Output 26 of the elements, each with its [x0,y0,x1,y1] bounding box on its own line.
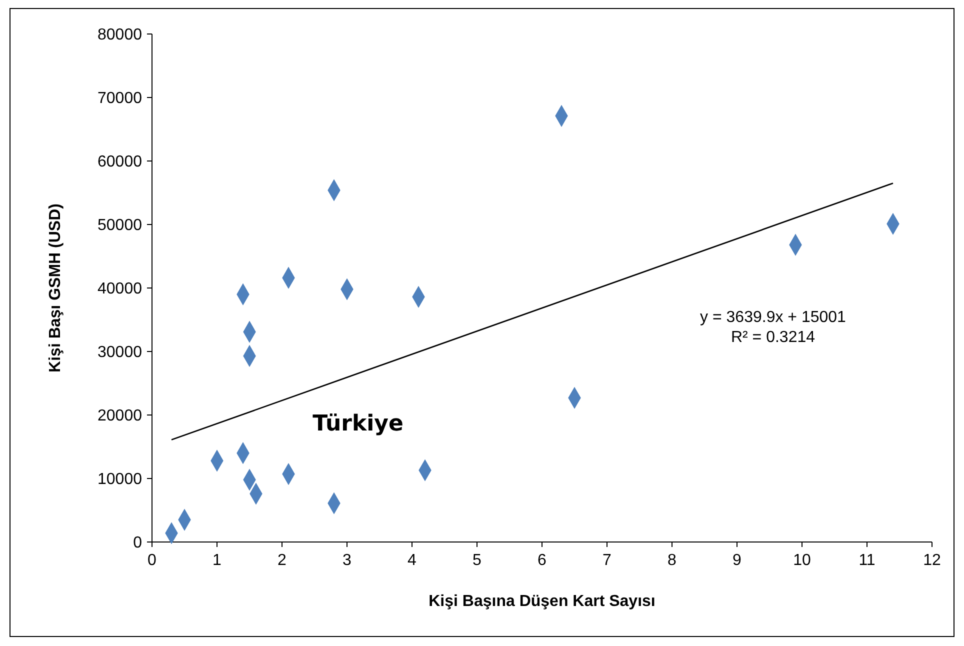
x-tick-label: 3 [342,552,352,569]
x-tick-label: 0 [148,552,157,569]
annotation: y = 3639.9x + 15001 R² = 0.3214 [700,308,846,346]
y-tick-label: 0 [133,534,142,552]
y-tick-label: 30000 [98,344,142,362]
annotation: Türkiye [312,412,404,437]
y-tick-label: 60000 [98,154,142,171]
x-tick-label: 11 [858,552,876,569]
y-tick-label: 50000 [98,217,142,234]
x-tick-label: 6 [538,552,547,569]
y-axis-title: Kişi Başı GSMH (USD) [47,204,64,372]
x-tick-label: 8 [668,552,677,569]
y-tick-label: 80000 [98,26,142,44]
y-tick-label: 20000 [98,408,142,425]
x-axis-title: Kişi Başına Düşen Kart Sayısı [428,593,656,610]
x-tick-label: 7 [602,552,612,569]
x-tick-label: 9 [732,552,742,569]
x-tick-label: 12 [923,552,941,569]
x-tick-label: 4 [408,552,417,569]
x-tick-label: 2 [278,552,287,569]
x-tick-label: 5 [472,552,482,569]
x-tick-label: 10 [793,552,811,569]
x-tick-label: 1 [212,552,222,569]
y-tick-label: 10000 [98,471,142,488]
y-tick-label: 40000 [98,280,142,298]
y-tick-label: 70000 [98,90,142,108]
